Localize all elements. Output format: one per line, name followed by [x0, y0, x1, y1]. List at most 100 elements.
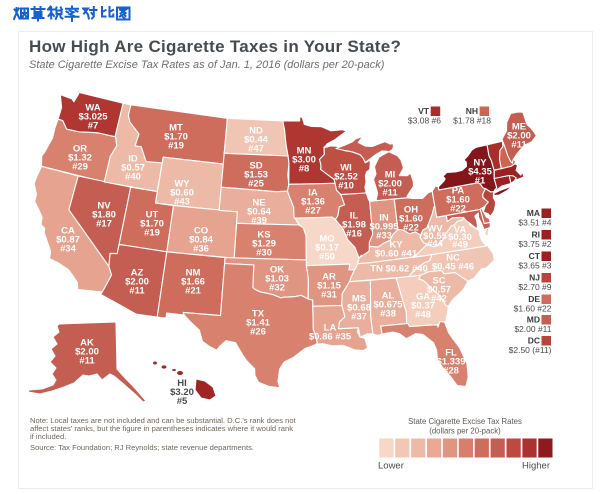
svg-text:$1.78 #18: $1.78 #18	[453, 116, 491, 126]
svg-text:VT: VT	[418, 106, 430, 116]
svg-text:AZ: AZ	[131, 267, 144, 278]
svg-text:RI: RI	[532, 230, 541, 240]
svg-text:VA: VA	[454, 224, 467, 235]
svg-text:#11: #11	[511, 139, 527, 150]
svg-text:$0.87: $0.87	[56, 234, 80, 245]
svg-text:WV: WV	[427, 223, 443, 234]
svg-text:#42: #42	[431, 293, 447, 304]
svg-text:$1.36: $1.36	[301, 196, 325, 207]
svg-text:State Cigarette Excise Tax Rat: State Cigarette Excise Tax Rates	[408, 417, 522, 426]
svg-text:#7: #7	[88, 120, 99, 131]
svg-text:$3.00: $3.00	[292, 154, 316, 165]
svg-text:$2.00: $2.00	[125, 276, 149, 287]
svg-text:NJ: NJ	[529, 273, 540, 283]
svg-text:DC: DC	[528, 336, 540, 346]
svg-text:#31: #31	[321, 289, 338, 300]
svg-text:NY: NY	[473, 157, 487, 168]
svg-text:#50: #50	[319, 251, 335, 262]
svg-text:$0.17: $0.17	[315, 242, 339, 253]
svg-text:(dollars per 20-pack): (dollars per 20-pack)	[429, 427, 501, 436]
svg-text:KY: KY	[389, 239, 403, 250]
svg-text:#19: #19	[144, 227, 160, 238]
svg-text:MO: MO	[319, 233, 334, 244]
svg-text:IL: IL	[350, 210, 359, 221]
svg-text:#10: #10	[338, 180, 354, 191]
svg-text:$1.29: $1.29	[252, 238, 276, 249]
svg-text:#47: #47	[248, 143, 264, 154]
svg-text:$3.51 #4: $3.51 #4	[518, 218, 551, 228]
svg-text:$0.60 #41: $0.60 #41	[375, 248, 418, 259]
svg-text:PA: PA	[452, 185, 465, 196]
svg-text:TX: TX	[252, 308, 265, 319]
svg-text:#1: #1	[475, 175, 486, 186]
svg-text:$2.70 #9: $2.70 #9	[518, 282, 551, 292]
svg-text:$1.53: $1.53	[244, 169, 268, 180]
svg-text:MI: MI	[385, 169, 396, 180]
svg-text:MS: MS	[352, 293, 366, 304]
svg-text:$1.70: $1.70	[140, 218, 164, 229]
svg-text:#34: #34	[60, 243, 77, 254]
svg-text:$0.57: $0.57	[121, 162, 145, 173]
svg-text:$1.80: $1.80	[92, 209, 116, 220]
svg-text:SC: SC	[432, 275, 445, 286]
svg-text:NE: NE	[252, 197, 265, 208]
svg-text:$1.41: $1.41	[246, 317, 270, 328]
svg-text:#11: #11	[129, 285, 145, 296]
svg-text:#11: #11	[79, 355, 95, 366]
svg-text:$1.66: $1.66	[181, 276, 205, 287]
svg-text:OK: OK	[270, 264, 284, 275]
svg-text:#27: #27	[305, 205, 321, 216]
svg-text:ND: ND	[249, 125, 263, 136]
svg-text:#25: #25	[248, 178, 265, 189]
svg-text:MT: MT	[169, 122, 183, 133]
svg-text:UT: UT	[146, 209, 159, 220]
svg-text:$0.37: $0.37	[411, 300, 435, 311]
svg-text:#19: #19	[168, 140, 184, 151]
svg-text:WA: WA	[85, 102, 100, 113]
svg-text:#28: #28	[443, 365, 459, 376]
svg-text:$1.60: $1.60	[399, 213, 423, 224]
svg-text:AK: AK	[80, 337, 94, 348]
svg-text:#26: #26	[250, 326, 266, 337]
svg-text:KS: KS	[257, 229, 270, 240]
svg-text:$0.84: $0.84	[189, 234, 213, 245]
svg-text:$1.03: $1.03	[265, 273, 289, 284]
svg-text:#16: #16	[346, 228, 362, 239]
svg-text:$3.65 #3: $3.65 #3	[518, 261, 551, 271]
svg-text:Higher: Higher	[522, 461, 550, 472]
svg-text:NH: NH	[466, 106, 478, 116]
svg-text:$0.57: $0.57	[427, 284, 451, 295]
svg-text:FL: FL	[445, 347, 457, 358]
svg-text:$0.60: $0.60	[170, 187, 194, 198]
svg-text:#11: #11	[382, 187, 398, 198]
svg-text:NV: NV	[97, 200, 111, 211]
svg-text:$3.75 #2: $3.75 #2	[518, 239, 551, 249]
svg-text:#8: #8	[299, 163, 310, 174]
svg-text:MN: MN	[297, 145, 312, 156]
svg-text:WY: WY	[174, 178, 190, 189]
svg-text:LA: LA	[324, 322, 337, 333]
svg-text:#5: #5	[177, 396, 188, 407]
svg-text:TN $0.62 #40: TN $0.62 #40	[370, 263, 428, 274]
svg-text:#30: #30	[256, 247, 272, 258]
svg-text:$2.00: $2.00	[507, 130, 531, 141]
svg-text:#36: #36	[193, 243, 209, 254]
svg-text:$0.675: $0.675	[373, 299, 403, 310]
svg-text:$2.00 #11: $2.00 #11	[514, 324, 551, 334]
svg-text:#17: #17	[96, 218, 112, 229]
svg-text:OH: OH	[404, 204, 418, 215]
svg-text:CT: CT	[529, 251, 541, 261]
svg-text:DE: DE	[528, 294, 540, 304]
svg-text:#40: #40	[125, 171, 141, 182]
svg-text:$2.00: $2.00	[75, 346, 99, 357]
svg-text:#49: #49	[452, 239, 468, 250]
svg-text:#22: #22	[450, 203, 466, 214]
svg-text:#32: #32	[269, 282, 285, 293]
svg-text:ME: ME	[512, 121, 526, 132]
svg-text:WI: WI	[340, 162, 352, 173]
svg-text:#48: #48	[415, 309, 431, 320]
svg-text:$3.20: $3.20	[170, 387, 194, 398]
svg-text:CO: CO	[194, 225, 208, 236]
svg-text:$0.86 #35: $0.86 #35	[309, 331, 352, 342]
svg-text:#22: #22	[403, 222, 419, 233]
